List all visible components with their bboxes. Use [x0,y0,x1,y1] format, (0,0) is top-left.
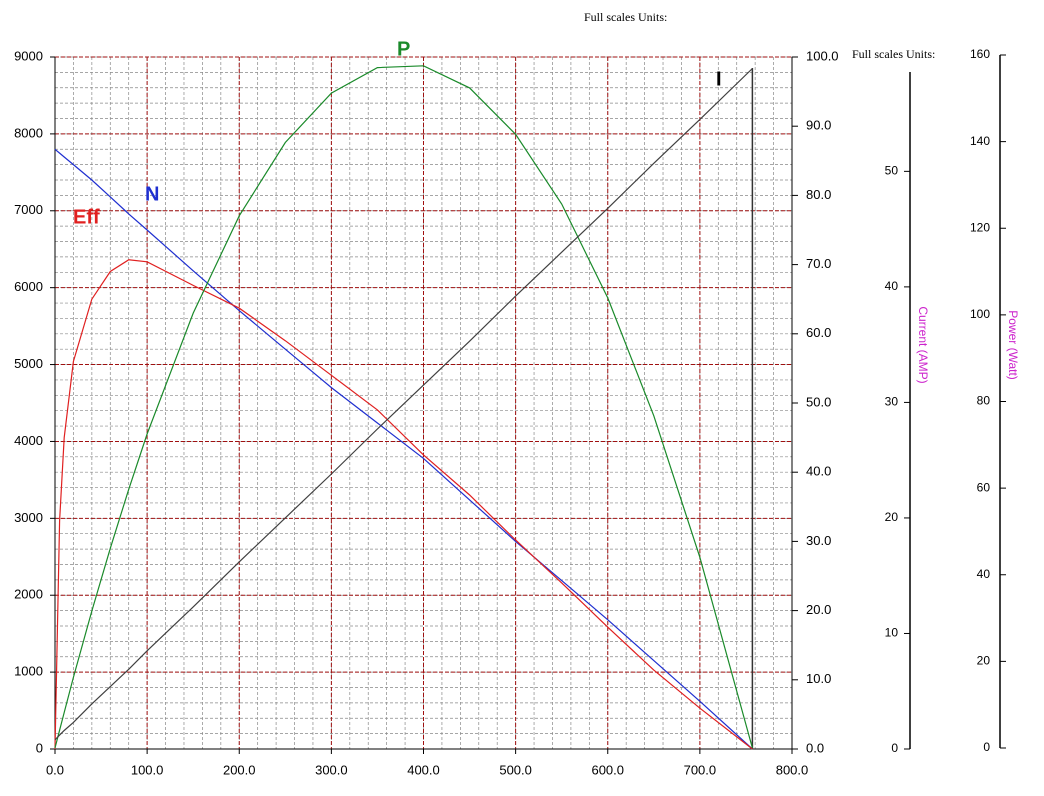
y-tick-label: 8000 [14,125,43,140]
y-tick-label: 1000 [14,664,43,679]
x-tick-label: 300.0 [315,762,348,777]
y3-axis-label: Current (AMP) [916,306,930,383]
y3-tick-label: 10 [885,626,899,640]
y4-tick-label: 160 [970,47,990,61]
series-line [54,68,753,741]
y3-tick-label: 20 [885,510,899,524]
x-tick-label: 400.0 [407,762,440,777]
series-label: P [397,38,410,60]
series-line [54,148,753,750]
y-tick-label: 2000 [14,587,43,602]
y2-tick-label: 30.0 [806,533,831,548]
y-tick-label: 0 [36,740,43,755]
y2-tick-label: 10.0 [806,671,831,686]
heading: Full scales Units: [584,10,667,24]
y3-tick-label: 0 [891,741,898,755]
series-label: Eff [73,206,100,228]
y-tick-label: 4000 [14,433,43,448]
y2-tick-label: 40.0 [806,464,831,479]
y4-tick-label: 140 [970,134,990,148]
y2-tick-label: 70.0 [806,256,831,271]
y-tick-label: 9000 [14,48,43,63]
series-line [54,65,753,749]
series-label: I [716,68,722,90]
x-tick-label: 100.0 [131,762,164,777]
series-line [54,259,753,750]
x-tick-label: 800.0 [776,762,809,777]
y4-tick-label: 40 [977,567,991,581]
y4-tick-label: 0 [983,740,990,754]
y2-tick-label: 0.0 [806,740,824,755]
y3-tick-label: 30 [885,395,899,409]
x-tick-label: 500.0 [499,762,532,777]
y2-tick-label: 60.0 [806,325,831,340]
y3-tick-label: 40 [885,279,899,293]
y2-tick-label: 20.0 [806,602,831,617]
y2-tick-label: 90.0 [806,118,831,133]
y4-tick-label: 100 [970,307,990,321]
y4-tick-label: 80 [977,394,991,408]
y2-tick-label: 100.0 [806,48,839,63]
x-tick-label: 700.0 [684,762,717,777]
y4-axis-label: Power (Watt) [1006,310,1020,380]
y-tick-label: 7000 [14,202,43,217]
y2-tick-label: 50.0 [806,394,831,409]
y-tick-label: 5000 [14,356,43,371]
y4-tick-label: 20 [977,654,991,668]
y-tick-label: 3000 [14,510,43,525]
y4-tick-label: 60 [977,480,991,494]
heading: Full scales Units: [852,47,935,61]
y-tick-label: 6000 [14,279,43,294]
x-tick-label: 200.0 [223,762,256,777]
x-tick-label: 600.0 [591,762,624,777]
x-tick-label: 0.0 [46,762,64,777]
y4-tick-label: 120 [970,220,990,234]
y3-tick-label: 50 [885,164,899,178]
series-label: N [145,183,159,205]
y2-tick-label: 80.0 [806,187,831,202]
